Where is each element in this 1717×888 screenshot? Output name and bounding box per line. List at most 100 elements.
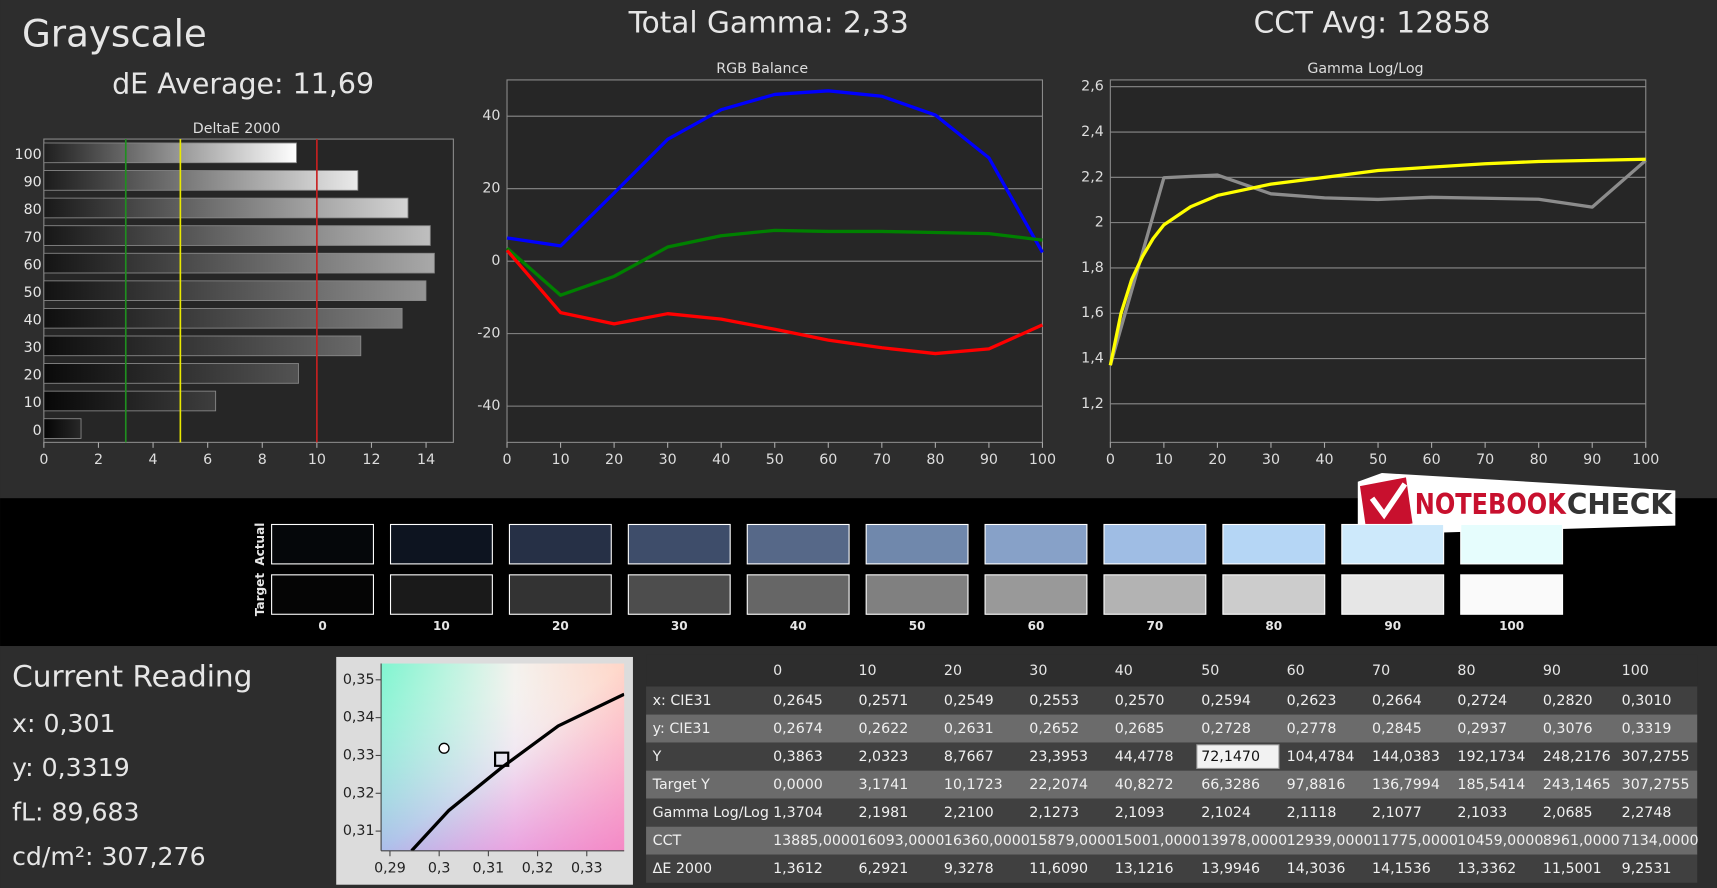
column-header: 70	[1372, 663, 1390, 679]
table-cell: 11,5001	[1543, 861, 1602, 877]
table-cell: 14,3036	[1287, 861, 1346, 877]
y-tick-label: 30	[24, 340, 42, 356]
x-tick-label: 50	[766, 452, 784, 468]
bar	[43, 142, 297, 164]
table-cell: 0,3010	[1622, 693, 1672, 709]
table-cell: 2,1024	[1201, 805, 1251, 821]
table-cell: 15879,0000	[1029, 833, 1115, 849]
swatch-target	[389, 574, 493, 615]
table-cell: 0,2845	[1372, 721, 1422, 737]
x-tick-label: 60	[1423, 452, 1441, 468]
x-tick-label: 40	[1315, 452, 1333, 468]
table-row	[646, 770, 1698, 799]
chart: DeltaE 2000 dE Average: 11,69 0 2 4 6 8 10 12 14 0…	[15, 67, 454, 468]
y-tick-label: 0,31	[343, 823, 375, 839]
x-tick-label: 70	[1476, 452, 1494, 468]
table-cell: 1,3704	[773, 805, 823, 821]
x-tick-label: 100	[1632, 452, 1659, 468]
table-cell: 72,1470	[1201, 749, 1260, 765]
reading-line: cd/m²: 307,276	[12, 842, 205, 871]
row-label: Actual	[253, 523, 267, 566]
chart: Gamma Log/Log 0 10 20 30 40 50 60 70 80 90 100 1,2 1,…	[1081, 61, 1659, 468]
swatch-label: 0	[318, 619, 326, 633]
row-label: Gamma Log/Log	[653, 805, 769, 821]
x-tick-label: 20	[1208, 452, 1226, 468]
table-cell: 0,2674	[773, 721, 823, 737]
chart: RGB Balance 0 10 20 30 40 50 60 70 80 90 100 -40 -20 0…	[477, 61, 1056, 468]
row-label: x: CIE31	[653, 693, 712, 709]
swatch-actual	[1341, 523, 1445, 565]
reading-line: y: 0,3319	[12, 753, 130, 782]
table-cell: 144,0383	[1372, 749, 1440, 765]
y-tick-label: 1,2	[1081, 396, 1104, 412]
table-cell: 13,9946	[1201, 861, 1260, 877]
x-tick-label: 10	[1155, 452, 1173, 468]
y-tick-label: 40	[482, 108, 500, 124]
x-tick-label: 0,32	[522, 860, 554, 876]
x-tick-label: 70	[873, 452, 891, 468]
y-tick-label: 20	[482, 181, 500, 197]
table-cell: 2,0323	[859, 749, 909, 765]
row-label: Target	[253, 573, 267, 616]
table-cell: 0,2664	[1372, 693, 1422, 709]
y-tick-label: 0,34	[343, 710, 375, 726]
table-row	[646, 714, 1698, 743]
swatch-target	[627, 574, 731, 615]
swatch-label: 60	[1028, 619, 1045, 633]
table-cell: 22,2074	[1029, 777, 1088, 793]
table-cell: 11,6090	[1029, 861, 1088, 877]
x-tick-label: 0,29	[374, 860, 406, 876]
chart-title: Gamma Log/Log	[1307, 61, 1423, 77]
table-cell: 2,1093	[1115, 805, 1165, 821]
table-row	[646, 798, 1698, 827]
table-cell: 66,3286	[1201, 777, 1260, 793]
y-tick-label: 2	[1095, 215, 1104, 231]
table-cell: 2,1118	[1287, 805, 1337, 821]
table-cell: 192,1734	[1457, 749, 1525, 765]
swatch-target	[1222, 574, 1326, 615]
table-cell: 10459,0000	[1457, 833, 1543, 849]
swatch-target	[746, 574, 850, 615]
swatch-actual	[746, 523, 850, 565]
table-cell: 15001,0000	[1115, 833, 1201, 849]
table-cell: 0,3863	[773, 749, 823, 765]
x-tick-label: 30	[1262, 452, 1280, 468]
y-tick-label: 100	[15, 147, 42, 163]
selected-cell	[1196, 744, 1280, 769]
swatch-target	[508, 574, 612, 615]
table-cell: 0,2778	[1287, 721, 1337, 737]
column-header: 30	[1029, 663, 1047, 679]
swatch-label: 50	[909, 619, 926, 633]
column-header: 20	[944, 663, 962, 679]
table-cell: 0,2553	[1029, 693, 1079, 709]
y-tick-label: 2,4	[1081, 124, 1104, 140]
table-cell: 2,2748	[1622, 805, 1672, 821]
table-cell: 0,2652	[1029, 721, 1079, 737]
table-cell: 0,2631	[944, 721, 994, 737]
bar	[43, 390, 217, 412]
table-cell: 2,1981	[859, 805, 909, 821]
bar	[43, 252, 435, 274]
logo: NOTEBOOK CHECK	[1357, 473, 1676, 535]
page-title: Grayscale	[22, 12, 207, 56]
x-tick-label: 12	[362, 452, 380, 468]
y-tick-label: 90	[24, 175, 42, 191]
table-cell: 0,3319	[1622, 721, 1672, 737]
line-series	[1108, 157, 1646, 366]
table-cell: 2,0685	[1543, 805, 1593, 821]
table-cell: 104,4784	[1287, 749, 1355, 765]
x-tick-label: 80	[926, 452, 944, 468]
y-tick-label: 0	[491, 253, 500, 269]
table-cell: 0,2622	[859, 721, 909, 737]
table-cell: 0,2645	[773, 693, 823, 709]
bar	[43, 170, 359, 191]
column-header: 10	[859, 663, 877, 679]
chart-title: DeltaE 2000	[193, 121, 281, 137]
y-tick-label: 0,35	[343, 672, 375, 688]
table-row	[646, 854, 1698, 883]
logo-banner	[1357, 473, 1676, 535]
swatch-actual	[508, 523, 612, 565]
x-tick-label: 0	[502, 452, 511, 468]
reading-title: Current Reading	[12, 659, 252, 693]
y-tick-label: 1,8	[1081, 260, 1104, 276]
